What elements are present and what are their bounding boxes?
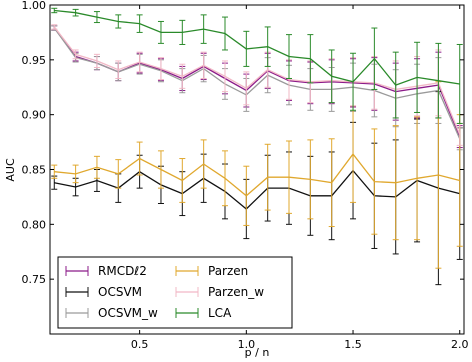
y-tick-label: 0.95 — [22, 54, 47, 67]
y-axis-title: AUC — [4, 158, 17, 182]
y-tick-label: 0.90 — [22, 109, 47, 122]
series-layer — [51, 7, 463, 286]
series-line — [54, 9, 460, 86]
legend-label: RMCDℓ2 — [98, 264, 147, 278]
plot-frame — [49, 4, 465, 335]
x-tick-label: 2.0 — [451, 338, 469, 351]
legend: RMCDℓ2 OCSVM OCSVM_w Parzen Parzen_w LCA — [57, 256, 293, 329]
legend-label: Parzen — [208, 264, 248, 278]
legend-label: Parzen_w — [208, 285, 264, 299]
x-tick-label: 1.0 — [238, 338, 256, 351]
series-line — [54, 169, 460, 210]
x-axis-title: p / n — [245, 346, 270, 359]
legend-label: OCSVM_w — [98, 306, 158, 320]
y-tick-label: 1.00 — [22, 0, 47, 12]
axes-layer: 0.5 1.0 1.5 2.0 0.75 0.80 0.85 0.90 0.95 1.00 — [22, 0, 469, 351]
legend-box — [57, 256, 293, 329]
series-5 — [51, 7, 463, 124]
x-tick-label: 0.5 — [131, 338, 149, 351]
series-line — [54, 153, 460, 197]
y-tick-label: 0.85 — [22, 164, 47, 177]
y-tick-label: 0.75 — [22, 273, 47, 286]
legend-label: OCSVM — [98, 285, 142, 299]
series-line — [53, 27, 461, 140]
x-tick-label: 1.5 — [344, 338, 362, 351]
series-line — [53, 26, 461, 135]
y-tick-label: 0.80 — [22, 218, 47, 231]
legend-label: LCA — [208, 306, 232, 320]
